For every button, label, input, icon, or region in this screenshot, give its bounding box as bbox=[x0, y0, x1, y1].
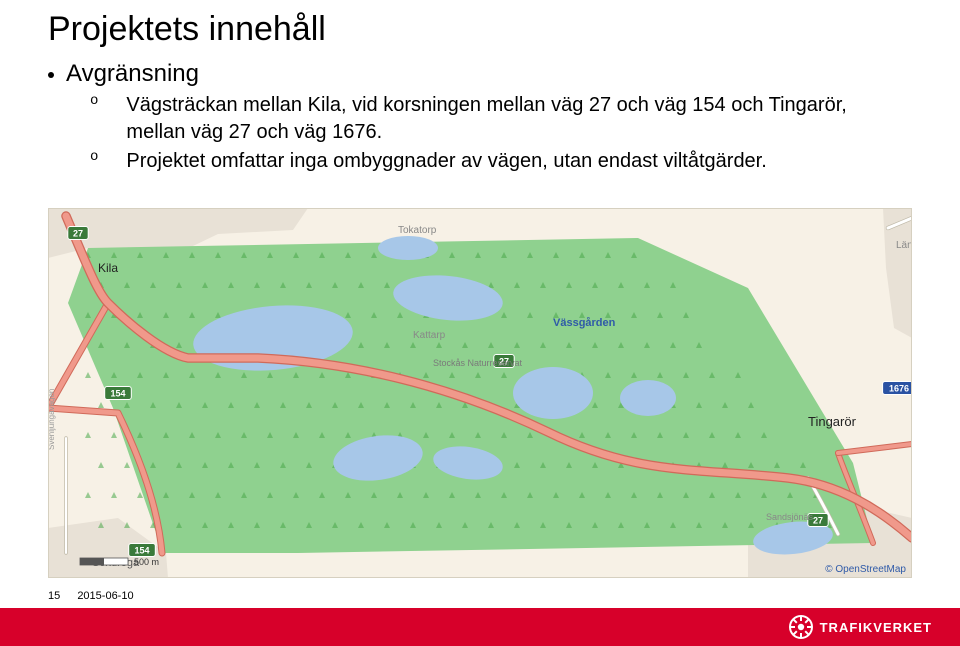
svg-text:27: 27 bbox=[73, 229, 83, 239]
sub-bullet: o Vägsträckan mellan Kila, vid korsningen… bbox=[90, 92, 908, 146]
svg-text:27: 27 bbox=[813, 516, 823, 526]
svg-text:Kila: Kila bbox=[98, 261, 118, 275]
svg-text:154: 154 bbox=[134, 546, 149, 556]
svg-text:Stockås Naturreservat: Stockås Naturreservat bbox=[433, 358, 523, 368]
svg-text:Sandsjönäs: Sandsjönäs bbox=[766, 512, 814, 522]
page-number: 15 bbox=[48, 590, 60, 602]
bullet1-text: Avgränsning bbox=[66, 60, 199, 88]
svg-text:Tokatorp: Tokatorp bbox=[398, 225, 437, 236]
logo-text: TRAFIKVERKET bbox=[820, 620, 932, 635]
svg-text:500 m: 500 m bbox=[134, 557, 159, 567]
svg-text:Kattarp: Kattarp bbox=[413, 330, 446, 341]
svg-text:Svenljungavägen: Svenljungavägen bbox=[48, 389, 56, 450]
title-text: Projektets innehåll bbox=[48, 10, 326, 48]
trafikverket-logo: TRAFIKVERKET bbox=[788, 614, 932, 640]
svg-text:Läng: Läng bbox=[896, 240, 912, 251]
svg-text:154: 154 bbox=[110, 389, 125, 399]
slide: Projektets innehåll Avgränsning o Vägsträ… bbox=[0, 0, 960, 646]
map-image: 2727271541541676KilaTokatorpKattarpStock… bbox=[48, 208, 912, 578]
sub-bullet-text: Vägsträckan mellan Kila, vid korsningen … bbox=[126, 92, 908, 146]
sub-bullet-marker-icon: o bbox=[90, 148, 98, 168]
svg-text:Tingarör: Tingarör bbox=[808, 414, 857, 429]
bullet-list: Avgränsning o Vägsträckan mellan Kila, vi… bbox=[48, 60, 908, 177]
logo-icon bbox=[788, 614, 814, 640]
map-svg: 2727271541541676KilaTokatorpKattarpStock… bbox=[48, 208, 912, 578]
bullet-dot-icon bbox=[48, 72, 54, 78]
bullet-level1: Avgränsning bbox=[48, 60, 908, 88]
sub-bullet-marker-icon: o bbox=[90, 92, 98, 112]
svg-text:Vässgården: Vässgården bbox=[553, 317, 616, 329]
sub-bullet: o Projektet omfattar inga ombyggnader av … bbox=[90, 148, 908, 175]
svg-text:1676: 1676 bbox=[889, 384, 909, 394]
footer-meta: 15 2015-06-10 bbox=[48, 590, 134, 602]
sub-bullet-text: Projektet omfattar inga ombyggnader av v… bbox=[126, 148, 766, 175]
footer-date: 2015-06-10 bbox=[77, 590, 133, 602]
page-title: Projektets innehåll bbox=[48, 10, 326, 49]
svg-text:© OpenStreetMap: © OpenStreetMap bbox=[825, 564, 906, 575]
sub-bullet-list: o Vägsträckan mellan Kila, vid korsningen… bbox=[48, 92, 908, 175]
